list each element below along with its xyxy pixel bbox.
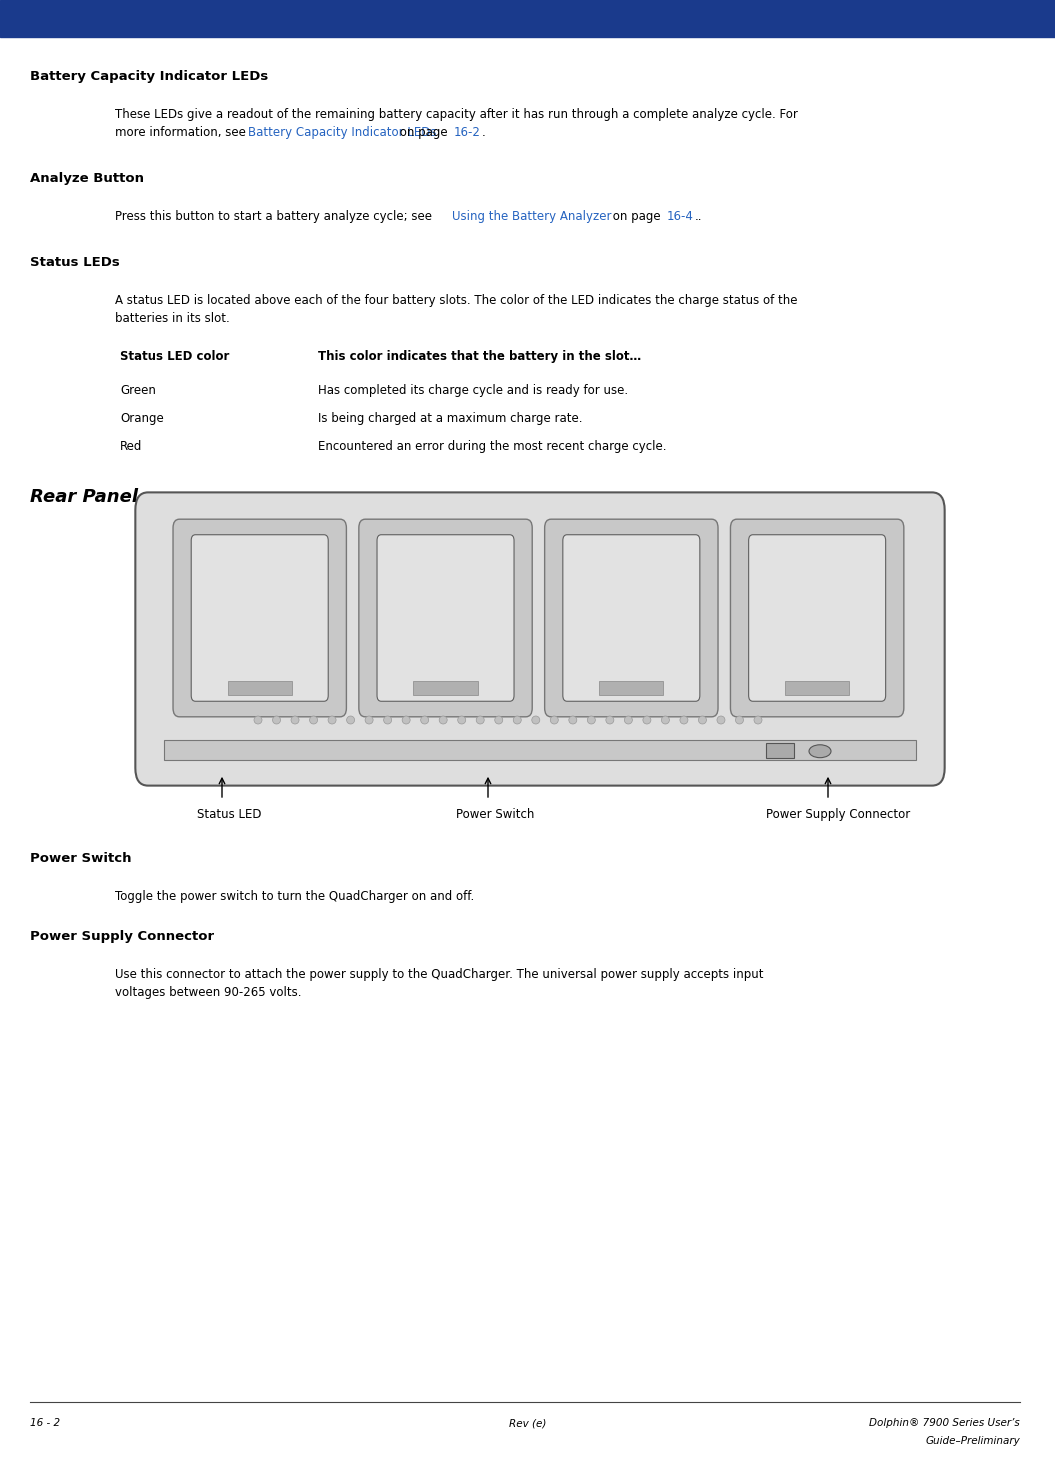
Ellipse shape	[735, 716, 744, 724]
Text: ..: ..	[695, 210, 703, 223]
Text: Dolphin® 7900 Series User’s: Dolphin® 7900 Series User’s	[869, 1418, 1020, 1428]
Ellipse shape	[698, 716, 707, 724]
Ellipse shape	[309, 716, 318, 724]
Ellipse shape	[384, 716, 391, 724]
Ellipse shape	[679, 716, 688, 724]
Bar	[414, 681, 478, 696]
Ellipse shape	[532, 716, 540, 724]
Text: on page: on page	[396, 126, 452, 139]
Text: This color indicates that the battery in the slot…: This color indicates that the battery in…	[318, 349, 641, 363]
Ellipse shape	[291, 716, 299, 724]
Ellipse shape	[588, 716, 595, 724]
Ellipse shape	[402, 716, 410, 724]
FancyBboxPatch shape	[173, 520, 346, 716]
FancyBboxPatch shape	[191, 534, 328, 702]
Ellipse shape	[495, 716, 503, 724]
Ellipse shape	[625, 716, 632, 724]
Ellipse shape	[551, 716, 558, 724]
Text: 16 - 2: 16 - 2	[30, 1418, 60, 1428]
Ellipse shape	[809, 744, 831, 757]
Bar	[228, 681, 292, 696]
Bar	[0, 0, 1055, 37]
Text: Analyze Button: Analyze Button	[30, 172, 143, 185]
Text: Orange: Orange	[120, 413, 164, 426]
Ellipse shape	[514, 716, 521, 724]
Bar	[164, 740, 917, 760]
Text: voltages between 90-265 volts.: voltages between 90-265 volts.	[115, 986, 302, 1000]
Text: Status LED color: Status LED color	[120, 349, 229, 363]
Text: Battery Capacity Indicator LEDs: Battery Capacity Indicator LEDs	[30, 70, 268, 84]
Ellipse shape	[328, 716, 337, 724]
Text: more information, see: more information, see	[115, 126, 250, 139]
Text: Rev (e): Rev (e)	[509, 1418, 546, 1428]
FancyBboxPatch shape	[544, 520, 718, 716]
Text: batteries in its slot.: batteries in its slot.	[115, 313, 230, 324]
Text: Power Switch: Power Switch	[30, 851, 132, 865]
Text: Guide–Preliminary: Guide–Preliminary	[925, 1436, 1020, 1446]
Text: These LEDs give a readout of the remaining battery capacity after it has run thr: These LEDs give a readout of the remaini…	[115, 109, 798, 120]
Ellipse shape	[254, 716, 262, 724]
Text: Red: Red	[120, 440, 142, 454]
Ellipse shape	[272, 716, 281, 724]
Text: Using the Battery Analyzer: Using the Battery Analyzer	[452, 210, 612, 223]
Text: A status LED is located above each of the four battery slots. The color of the L: A status LED is located above each of th…	[115, 294, 798, 307]
Text: Toggle the power switch to turn the QuadCharger on and off.: Toggle the power switch to turn the Quad…	[115, 890, 475, 903]
Text: Power Switch: Power Switch	[456, 807, 535, 821]
Text: Is being charged at a maximum charge rate.: Is being charged at a maximum charge rat…	[318, 413, 582, 426]
Ellipse shape	[642, 716, 651, 724]
Ellipse shape	[569, 716, 577, 724]
Text: Rear Panel: Rear Panel	[30, 487, 138, 506]
Text: Power Supply Connector: Power Supply Connector	[766, 807, 910, 821]
Text: Green: Green	[120, 385, 156, 396]
Text: Status LED: Status LED	[197, 807, 262, 821]
Text: Use this connector to attach the power supply to the QuadCharger. The universal : Use this connector to attach the power s…	[115, 967, 764, 981]
Text: Status LEDs: Status LEDs	[30, 255, 120, 269]
Text: Encountered an error during the most recent charge cycle.: Encountered an error during the most rec…	[318, 440, 667, 454]
Text: Press this button to start a battery analyze cycle; see: Press this button to start a battery ana…	[115, 210, 436, 223]
Ellipse shape	[754, 716, 762, 724]
Ellipse shape	[661, 716, 670, 724]
FancyBboxPatch shape	[359, 520, 532, 716]
Ellipse shape	[717, 716, 725, 724]
Ellipse shape	[365, 716, 373, 724]
FancyBboxPatch shape	[749, 534, 885, 702]
Ellipse shape	[476, 716, 484, 724]
Bar	[766, 743, 794, 757]
Ellipse shape	[421, 716, 428, 724]
Ellipse shape	[439, 716, 447, 724]
FancyBboxPatch shape	[730, 520, 904, 716]
Text: Has completed its charge cycle and is ready for use.: Has completed its charge cycle and is re…	[318, 385, 628, 396]
Ellipse shape	[606, 716, 614, 724]
Bar	[599, 681, 664, 696]
Text: on page: on page	[609, 210, 665, 223]
FancyBboxPatch shape	[562, 534, 699, 702]
Text: 16-2: 16-2	[454, 126, 481, 139]
Ellipse shape	[458, 716, 465, 724]
Text: Battery Capacity Indicator LEDs: Battery Capacity Indicator LEDs	[248, 126, 437, 139]
FancyBboxPatch shape	[377, 534, 514, 702]
Bar	[785, 681, 849, 696]
Ellipse shape	[347, 716, 354, 724]
Text: .: .	[482, 126, 485, 139]
Text: 16-4: 16-4	[667, 210, 694, 223]
FancyBboxPatch shape	[135, 492, 944, 785]
Text: Power Supply Connector: Power Supply Connector	[30, 931, 214, 942]
